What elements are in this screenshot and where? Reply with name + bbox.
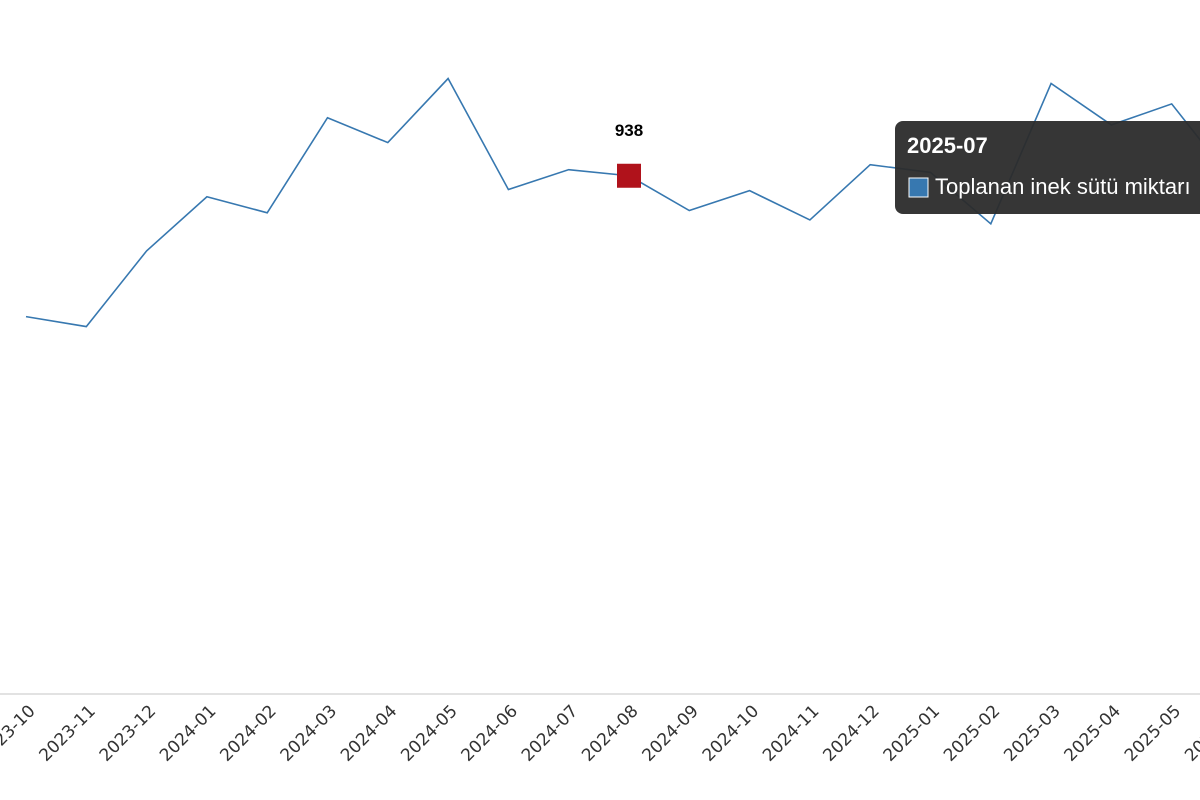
x-tick-label: 2024-02: [216, 701, 280, 765]
x-tick-label: 2024-01: [156, 701, 220, 765]
x-tick-label: 2025-03: [1000, 701, 1064, 765]
tooltip: 2025-07 Toplanan inek sütü miktarı: [895, 121, 1200, 214]
data-label: 938: [615, 121, 643, 140]
highlight-marker: [617, 163, 641, 188]
x-tick-label: 2025-06: [1181, 701, 1200, 765]
x-tick-label: 2024-03: [277, 701, 341, 765]
x-tick-label: 2023-10: [0, 701, 40, 765]
x-tick-label: 2024-12: [819, 701, 883, 765]
tooltip-box: [895, 121, 1200, 214]
tooltip-title: 2025-07: [907, 133, 988, 158]
x-tick-label: 2025-05: [1121, 701, 1185, 765]
x-tick-label: 2024-05: [397, 701, 461, 765]
x-tick-label: 2025-04: [1061, 701, 1125, 765]
x-tick-label: 2025-02: [940, 701, 1004, 765]
x-tick-label: 2024-04: [337, 701, 401, 765]
x-tick-label: 2024-10: [699, 701, 763, 765]
x-tick-label: 2025-01: [880, 701, 944, 765]
tooltip-series: Toplanan inek sütü miktarı: [935, 174, 1191, 199]
x-tick-label: 2024-08: [578, 701, 642, 765]
x-tick-label: 2023-12: [96, 701, 160, 765]
x-tick-label: 2024-06: [458, 701, 522, 765]
x-tick-label: 2024-11: [759, 701, 823, 765]
x-tick-label: 2024-07: [518, 701, 582, 765]
x-tick-label: 2023-11: [35, 701, 99, 765]
tooltip-swatch: [908, 177, 929, 198]
x-tick-label: 2024-09: [638, 701, 702, 765]
